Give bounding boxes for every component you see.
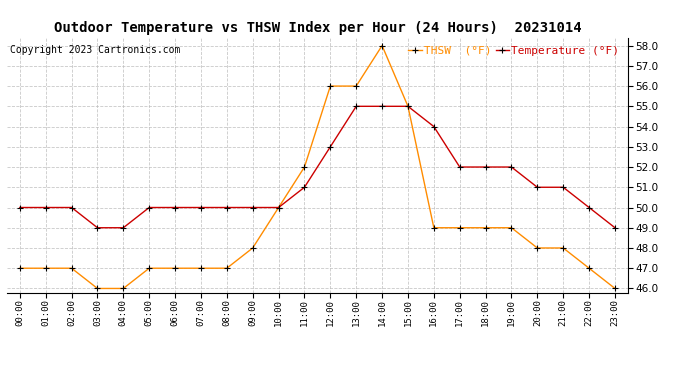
Temperature (°F): [482, 165, 490, 169]
Temperature (°F): [41, 205, 50, 210]
THSW  (°F): [455, 225, 464, 230]
Temperature (°F): [585, 205, 593, 210]
THSW  (°F): [197, 266, 205, 270]
Temperature (°F): [93, 225, 101, 230]
Temperature (°F): [248, 205, 257, 210]
Temperature (°F): [430, 124, 438, 129]
THSW  (°F): [404, 104, 412, 108]
Temperature (°F): [171, 205, 179, 210]
Temperature (°F): [68, 205, 76, 210]
THSW  (°F): [300, 165, 308, 169]
Temperature (°F): [533, 185, 542, 189]
THSW  (°F): [507, 225, 515, 230]
THSW  (°F): [482, 225, 490, 230]
THSW  (°F): [41, 266, 50, 270]
Temperature (°F): [455, 165, 464, 169]
THSW  (°F): [68, 266, 76, 270]
Temperature (°F): [404, 104, 412, 108]
Legend: THSW  (°F), Temperature (°F): THSW (°F), Temperature (°F): [408, 46, 619, 56]
THSW  (°F): [145, 266, 153, 270]
Temperature (°F): [326, 144, 335, 149]
THSW  (°F): [611, 286, 619, 291]
Temperature (°F): [352, 104, 360, 108]
Text: Copyright 2023 Cartronics.com: Copyright 2023 Cartronics.com: [10, 45, 180, 55]
Line: Temperature (°F): Temperature (°F): [17, 103, 618, 231]
Temperature (°F): [145, 205, 153, 210]
THSW  (°F): [559, 246, 567, 250]
THSW  (°F): [248, 246, 257, 250]
THSW  (°F): [223, 266, 231, 270]
THSW  (°F): [352, 84, 360, 88]
Line: THSW  (°F): THSW (°F): [17, 42, 618, 292]
THSW  (°F): [326, 84, 335, 88]
Temperature (°F): [16, 205, 24, 210]
THSW  (°F): [378, 44, 386, 48]
Temperature (°F): [300, 185, 308, 189]
Temperature (°F): [197, 205, 205, 210]
THSW  (°F): [275, 205, 283, 210]
THSW  (°F): [93, 286, 101, 291]
Temperature (°F): [611, 225, 619, 230]
THSW  (°F): [585, 266, 593, 270]
Temperature (°F): [507, 165, 515, 169]
Temperature (°F): [223, 205, 231, 210]
Temperature (°F): [275, 205, 283, 210]
Temperature (°F): [378, 104, 386, 108]
Temperature (°F): [559, 185, 567, 189]
THSW  (°F): [533, 246, 542, 250]
THSW  (°F): [171, 266, 179, 270]
THSW  (°F): [16, 266, 24, 270]
Title: Outdoor Temperature vs THSW Index per Hour (24 Hours)  20231014: Outdoor Temperature vs THSW Index per Ho…: [54, 21, 581, 35]
THSW  (°F): [119, 286, 128, 291]
THSW  (°F): [430, 225, 438, 230]
Temperature (°F): [119, 225, 128, 230]
